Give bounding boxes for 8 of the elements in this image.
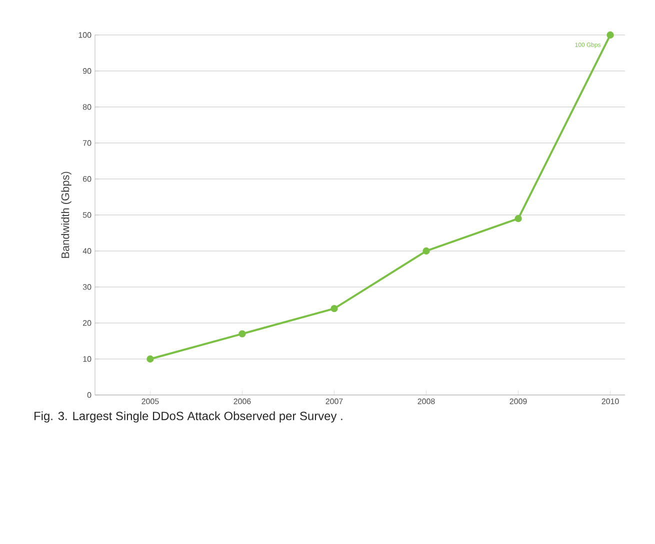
point bbox=[606, 31, 614, 39]
point bbox=[422, 247, 430, 255]
y-axis-title: Bandwidth (Gbps) bbox=[61, 172, 72, 258]
point bbox=[330, 304, 338, 312]
point bbox=[514, 214, 522, 222]
caption: Fig. 3. Largest Single DDoS Attack Observed per Survey . bbox=[34, 411, 342, 423]
point bbox=[238, 330, 246, 338]
point bbox=[146, 355, 154, 363]
